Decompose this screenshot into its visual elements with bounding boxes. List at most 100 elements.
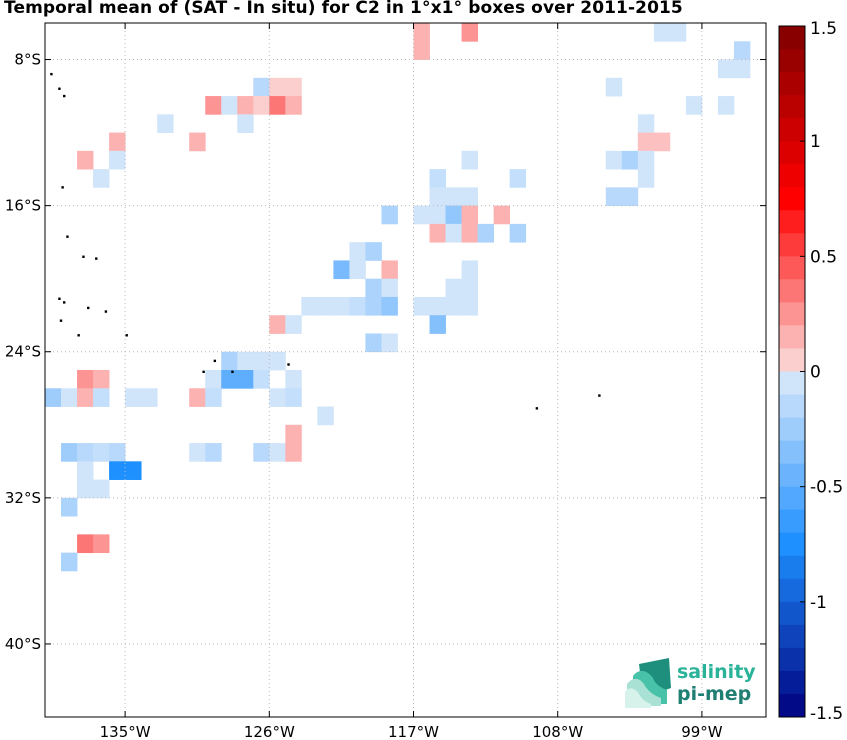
- logo-text-line1: salinity: [677, 661, 756, 683]
- lon-tick-label: 117°W: [388, 723, 439, 740]
- data-cell: [77, 443, 94, 462]
- data-cell: [637, 132, 655, 152]
- data-cell: [237, 96, 254, 115]
- data-cell: [93, 388, 110, 407]
- data-cell: [237, 370, 254, 389]
- colorbar-segment: [779, 187, 805, 211]
- data-cell: [285, 96, 302, 115]
- island-marker: [50, 72, 53, 76]
- island-marker: [213, 359, 217, 363]
- colorbar-segment: [779, 463, 805, 488]
- data-cell: [461, 205, 478, 225]
- data-cell: [269, 315, 286, 334]
- island-marker: [82, 255, 85, 258]
- data-cell: [717, 59, 735, 79]
- colorbar-segment: [779, 693, 805, 718]
- island-marker: [231, 370, 234, 374]
- data-cell: [125, 388, 142, 407]
- data-cell: [269, 351, 286, 371]
- colorbar-tick-label: -1.5: [810, 704, 843, 724]
- island-marker: [77, 334, 80, 337]
- lat-tick-label: 40°S: [5, 635, 41, 653]
- lat-ticks: 8°S 16°S 24°S 32°S 40°S: [5, 51, 766, 653]
- data-cell: [365, 333, 382, 353]
- islands: [50, 72, 601, 410]
- colorbar-segment: [779, 210, 805, 234]
- data-cell: [61, 497, 78, 517]
- colorbar-segment: [779, 72, 805, 96]
- data-cell: [653, 23, 671, 42]
- logo-text-line2: pi-mep: [677, 683, 751, 705]
- data-cell: [109, 461, 126, 480]
- data-cell: [461, 187, 478, 207]
- data-cell: [93, 534, 110, 554]
- lon-tick-label: 99°W: [681, 723, 723, 740]
- colorbar-segment: [779, 118, 805, 142]
- data-cell: [109, 443, 126, 462]
- data-cell: [637, 150, 655, 170]
- data-cell: [717, 96, 735, 115]
- data-cell: [381, 278, 398, 298]
- data-cell: [109, 150, 126, 170]
- lat-tick-label: 24°S: [5, 343, 41, 361]
- colorbar-segment: [779, 26, 805, 50]
- data-cell: [429, 315, 446, 334]
- data-cell: [605, 150, 623, 170]
- data-cell: [669, 23, 687, 42]
- data-cell: [93, 370, 110, 389]
- colorbar-segment: [779, 164, 805, 188]
- data-cell: [93, 443, 110, 462]
- chart-title: Temporal mean of (SAT - In situ) for C2 …: [4, 0, 683, 18]
- data-cell: [285, 424, 302, 444]
- data-cell: [93, 479, 110, 499]
- data-cell: [365, 278, 382, 298]
- island-marker: [63, 94, 66, 98]
- data-cell: [493, 205, 511, 225]
- data-cell: [413, 41, 430, 60]
- data-cell: [157, 114, 174, 133]
- data-cell: [189, 388, 206, 407]
- data-cell: [77, 150, 94, 170]
- data-cell: [637, 114, 655, 133]
- lat-tick-label: 16°S: [5, 197, 41, 215]
- colorbar-tick-label: 0.5: [810, 247, 837, 267]
- pimep-logo: salinity pi-mep: [625, 658, 756, 708]
- data-cell: [461, 296, 478, 316]
- data-cell: [285, 370, 302, 389]
- island-marker: [58, 87, 61, 90]
- data-cell: [93, 169, 110, 188]
- data-cell: [349, 296, 366, 316]
- data-cell: [381, 260, 398, 280]
- data-cell: [349, 260, 366, 280]
- data-cell: [253, 370, 270, 389]
- colorbar-segment: [779, 624, 805, 649]
- island-marker: [66, 235, 69, 238]
- data-cell: [237, 351, 254, 371]
- colorbar-segment: [779, 394, 805, 419]
- data-cell: [269, 96, 286, 115]
- island-marker: [95, 257, 98, 260]
- colorbar-segment: [779, 371, 805, 396]
- data-cell: [333, 260, 350, 280]
- data-cell: [205, 388, 222, 407]
- data-cell: [413, 296, 430, 316]
- island-marker: [61, 186, 64, 189]
- data-cell: [733, 59, 751, 79]
- data-cell: [77, 479, 94, 499]
- colorbar-segment: [779, 509, 805, 534]
- data-cell: [253, 96, 270, 115]
- data-cell: [125, 461, 142, 480]
- data-cell: [429, 296, 446, 316]
- data-cell: [461, 223, 478, 243]
- island-marker: [125, 334, 128, 337]
- data-cell: [445, 187, 462, 207]
- data-cell: [381, 333, 398, 353]
- colorbar-segment: [779, 256, 805, 280]
- data-cell: [301, 296, 318, 316]
- data-cell: [221, 370, 238, 389]
- data-cell: [317, 296, 334, 316]
- colorbar-tick-label: -1: [810, 593, 827, 613]
- island-marker: [63, 301, 66, 304]
- data-cell: [429, 169, 446, 188]
